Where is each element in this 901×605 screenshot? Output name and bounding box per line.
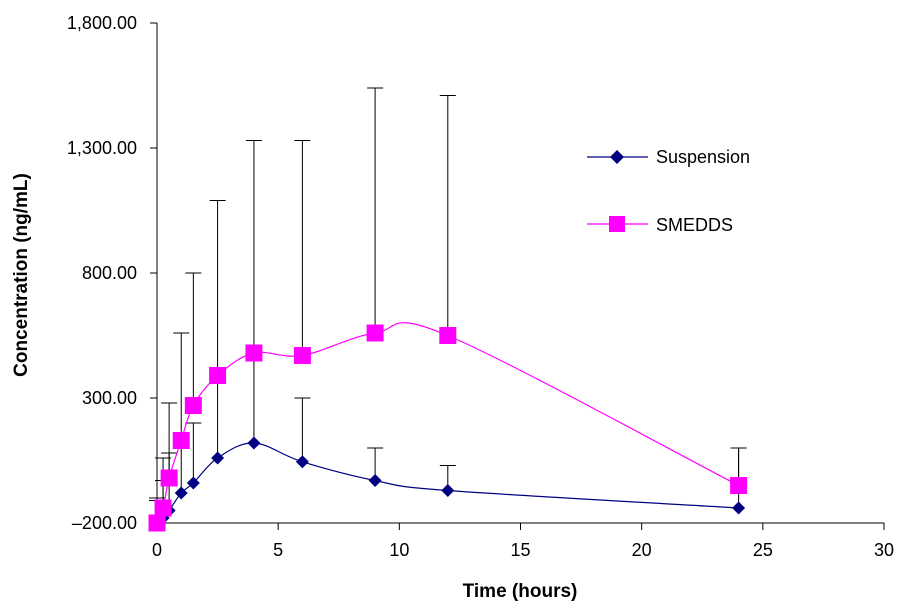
data-point-smedds bbox=[209, 367, 227, 384]
legend-item-suspension: Suspension bbox=[587, 147, 750, 167]
legend-marker-suspension bbox=[610, 150, 624, 164]
data-point-smedds bbox=[172, 432, 190, 449]
data-point-suspension bbox=[186, 476, 200, 490]
x-axis-title: Time (hours) bbox=[463, 581, 578, 602]
y-axis-title: Concentration (ng/mL) bbox=[11, 173, 32, 377]
data-point-smedds bbox=[160, 469, 178, 487]
data-point-smedds bbox=[154, 499, 172, 517]
data-point-suspension bbox=[211, 451, 225, 465]
data-point-smedds bbox=[439, 327, 457, 344]
x-tick-label: 10 bbox=[389, 540, 409, 560]
x-tick-label: 20 bbox=[632, 540, 652, 560]
data-point-suspension bbox=[732, 501, 746, 515]
data-point-suspension bbox=[295, 455, 309, 469]
y-tick-label: 300.00 bbox=[82, 388, 137, 408]
data-point-smedds bbox=[293, 347, 311, 364]
legend: Suspension SMEDDS bbox=[587, 147, 750, 235]
data-point-smedds bbox=[366, 324, 384, 342]
y-tick-label: 1,800.00 bbox=[67, 13, 137, 33]
y-tick-label: 800.00 bbox=[82, 263, 137, 283]
x-tick-label: 30 bbox=[874, 540, 894, 560]
axes bbox=[156, 23, 884, 524]
legend-label-suspension: Suspension bbox=[656, 147, 750, 167]
x-tick-label: 0 bbox=[152, 540, 162, 560]
x-ticks: 0 5 10 15 20 25 30 bbox=[152, 523, 894, 560]
y-tick-label: 1,300.00 bbox=[67, 138, 137, 158]
data-point-smedds bbox=[245, 344, 263, 362]
data-point-smedds bbox=[730, 477, 748, 494]
data-point-smedds bbox=[184, 397, 202, 414]
x-tick-label: 25 bbox=[753, 540, 773, 560]
series-markers bbox=[148, 324, 748, 532]
y-ticks: –200.00 300.00 800.00 1,300.00 1,800.00 bbox=[67, 13, 157, 533]
data-point-suspension bbox=[441, 484, 455, 497]
data-point-suspension bbox=[368, 474, 382, 487]
data-point-suspension bbox=[174, 486, 188, 500]
x-tick-label: 5 bbox=[273, 540, 283, 560]
x-tick-label: 15 bbox=[510, 540, 530, 560]
legend-item-smedds: SMEDDS bbox=[587, 215, 733, 235]
legend-label-smedds: SMEDDS bbox=[656, 215, 733, 235]
y-tick-label: –200.00 bbox=[72, 513, 137, 533]
data-point-suspension bbox=[247, 436, 261, 450]
data-point-smedds bbox=[148, 514, 166, 532]
legend-marker-smedds bbox=[609, 216, 625, 232]
